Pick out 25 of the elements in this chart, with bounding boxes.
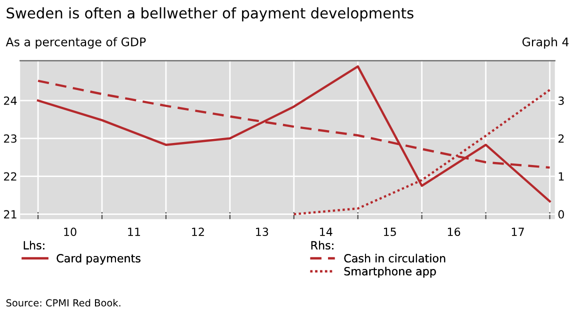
chart-title: Sweden is often a bellwether of payment developments [6, 7, 414, 22]
y2-tick-label: 2 [558, 134, 564, 143]
x-tick-label: 13 [256, 228, 268, 236]
x-tick-label: 16 [448, 228, 460, 236]
y2-tick-label: 0 [558, 210, 564, 219]
y-tick-label: 21 [4, 210, 16, 218]
legend-label: Card payments [56, 254, 140, 265]
x-tick-label: 17 [512, 228, 524, 236]
chart-subtitle: As a percentage of GDP [6, 37, 146, 49]
y-tick-label: 22 [4, 172, 16, 181]
x-tick-label: 10 [64, 228, 76, 236]
y2-tick-label: 3 [558, 96, 564, 105]
caption: Graph 4 [522, 37, 569, 49]
y2-tick-label: 1 [558, 172, 564, 181]
y-tick-label: 24 [4, 96, 17, 105]
x-tick-label: 15 [384, 228, 396, 236]
x-tick-label: 11 [128, 228, 140, 236]
text: Rhs: [311, 240, 334, 250]
legend-label: Cash in circulation [344, 254, 446, 262]
x-tick-label: 14 [320, 228, 332, 236]
text: Lhs: [24, 240, 44, 250]
legend-label: Smartphone app [344, 266, 436, 278]
y-tick-label: 23 [4, 134, 16, 143]
x-tick-label: 12 [192, 228, 204, 236]
source-note: Source: CPMI Red Book. [6, 298, 120, 307]
